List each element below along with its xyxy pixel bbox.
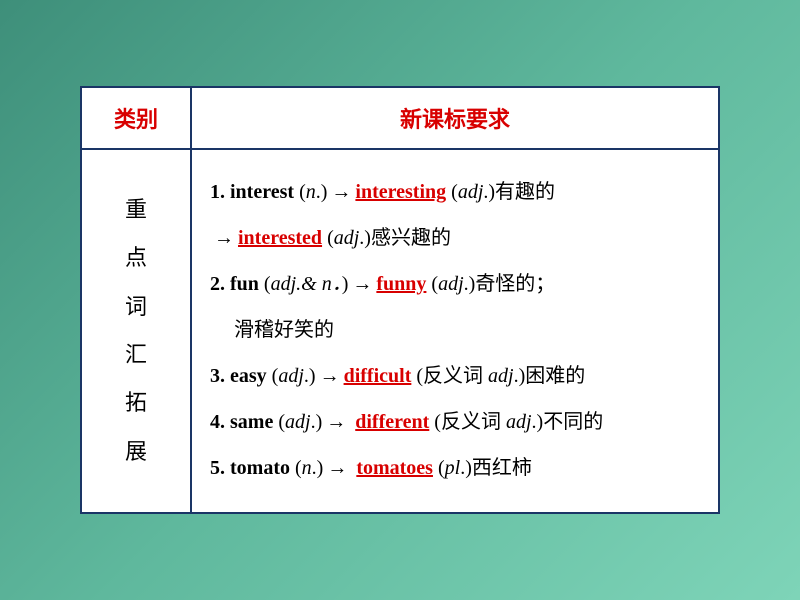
derived-pos: (pl.) (438, 457, 472, 479)
derived-pos: (adj.) (327, 227, 371, 249)
category-cell: 重 点 词 汇 拓 展 (82, 150, 192, 512)
base-pos: (n.) (295, 457, 323, 479)
arrow-icon: → (323, 457, 351, 479)
derived-pos: (adj.) (431, 273, 475, 295)
entry-3: 3. easy (adj.)→difficult (反义词 adj.)困难的 (210, 354, 700, 398)
derived-word: difficult (344, 365, 412, 387)
requirements-header: 新课标要求 (192, 88, 718, 148)
derived-word: interested (238, 227, 322, 249)
arrow-icon: → (210, 227, 238, 249)
base-pos: (n.) (299, 181, 327, 203)
base-word: easy (230, 365, 267, 387)
derived-pos: (adj.) (451, 181, 495, 203)
meaning: 困难的 (525, 365, 585, 387)
arrow-icon: → (327, 181, 355, 203)
entry-num: 5. (210, 457, 225, 479)
base-word: fun (230, 273, 259, 295)
derived-word: tomatoes (356, 457, 433, 479)
meaning: 有趣的 (495, 181, 555, 203)
base-pos: (adj.) (272, 365, 316, 387)
entry-num: 3. (210, 365, 225, 387)
base-word: interest (230, 181, 294, 203)
vocabulary-table: 类别 新课标要求 重 点 词 汇 拓 展 1. interest (n.)→in… (80, 86, 720, 514)
meaning: 感兴趣的 (371, 227, 451, 249)
base-word: tomato (230, 457, 290, 479)
entry-4: 4. same (adj.)→ different (反义词 adj.)不同的 (210, 400, 700, 444)
entry-num: 4. (210, 411, 225, 433)
table-header-row: 类别 新课标要求 (82, 88, 718, 150)
entry-1-extra: →interested (adj.)感兴趣的 (210, 216, 700, 260)
base-word: same (230, 411, 273, 433)
category-char: 重 (125, 186, 147, 234)
content-cell: 1. interest (n.)→interesting (adj.)有趣的 →… (192, 150, 718, 512)
derived-word: funny (376, 273, 426, 295)
entry-num: 1. (210, 181, 225, 203)
base-pos: (adj.& n．) (264, 273, 348, 295)
derived-word: interesting (355, 181, 446, 203)
entry-1: 1. interest (n.)→interesting (adj.)有趣的 (210, 170, 700, 214)
category-char: 词 (125, 283, 147, 331)
category-char: 拓 (125, 379, 147, 427)
derived-pos: (反义词 adj.) (434, 411, 543, 433)
entry-2: 2. fun (adj.& n．)→funny (adj.)奇怪的； (210, 262, 700, 306)
meaning: 西红柿 (472, 457, 532, 479)
meaning: 滑稽好笑的 (234, 319, 334, 341)
category-char: 汇 (125, 331, 147, 379)
arrow-icon: → (348, 273, 376, 295)
arrow-icon: → (322, 411, 350, 433)
derived-word: different (355, 411, 429, 433)
table-content-row: 重 点 词 汇 拓 展 1. interest (n.)→interesting… (82, 150, 718, 512)
entry-num: 2. (210, 273, 225, 295)
entry-5: 5. tomato (n.)→ tomatoes (pl.)西红柿 (210, 446, 700, 490)
category-header: 类别 (82, 88, 192, 148)
base-pos: (adj.) (278, 411, 322, 433)
meaning: 不同的 (543, 411, 603, 433)
entry-2-line2: 滑稽好笑的 (210, 308, 700, 352)
category-char: 点 (125, 234, 147, 282)
derived-pos: (反义词 adj.) (416, 365, 525, 387)
meaning: 奇怪的； (475, 273, 555, 295)
category-char: 展 (125, 428, 147, 476)
arrow-icon: → (316, 365, 344, 387)
